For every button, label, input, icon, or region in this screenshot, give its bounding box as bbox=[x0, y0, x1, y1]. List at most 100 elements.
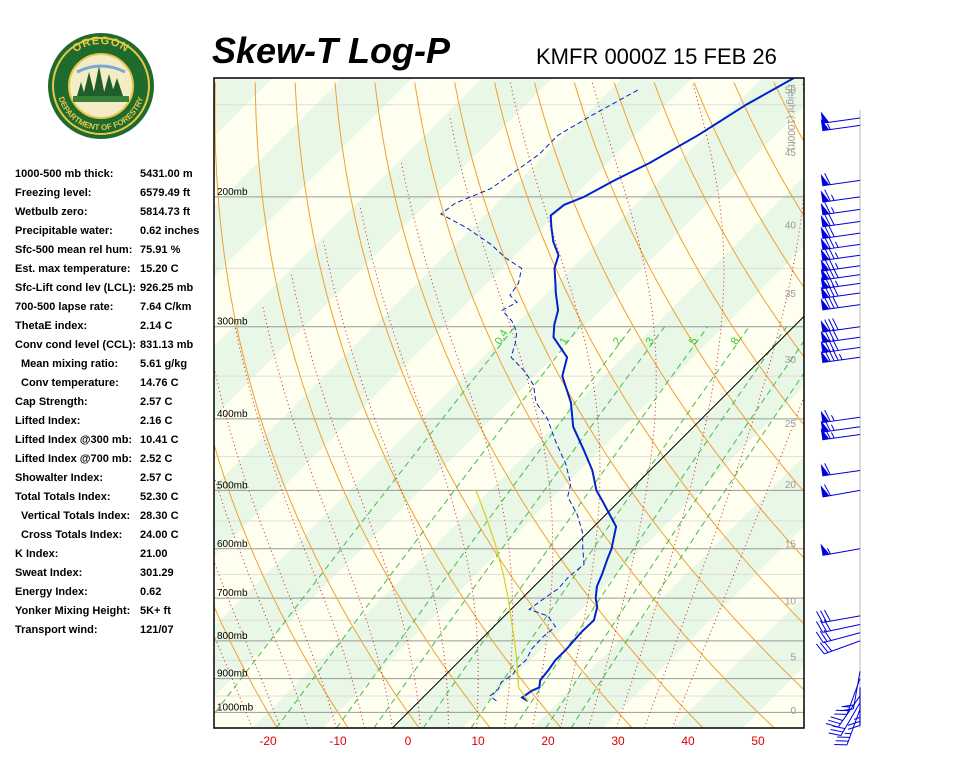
index-value: 0.62 inches bbox=[140, 225, 200, 237]
wind-barb bbox=[825, 695, 861, 728]
x-tick-label: 50 bbox=[751, 734, 765, 748]
barb-staff bbox=[824, 640, 861, 655]
pressure-label: 600mb bbox=[217, 539, 248, 550]
station-time-label: KMFR 0000Z 15 FEB 26 bbox=[536, 44, 777, 69]
wind-barb bbox=[820, 202, 861, 216]
barb-flag bbox=[830, 716, 843, 721]
barb-staff bbox=[822, 416, 861, 424]
barb-half-flag bbox=[834, 241, 839, 248]
index-row: Sfc-Lift cond lev (LCL): 926.25 mb bbox=[15, 282, 215, 301]
barb-pennant bbox=[820, 248, 830, 261]
barb-flag bbox=[824, 463, 831, 475]
index-value: 0.62 bbox=[140, 586, 162, 598]
barb-staff bbox=[822, 304, 861, 311]
mixing-ratio-label: 8 bbox=[729, 336, 742, 347]
barb-flag bbox=[828, 318, 835, 331]
barb-flag bbox=[824, 409, 831, 422]
index-row: Conv temperature: 14.76 C bbox=[15, 377, 215, 396]
barb-flag bbox=[823, 609, 831, 622]
height-tick-label: 50 bbox=[785, 85, 797, 96]
wind-barb bbox=[820, 236, 861, 251]
height-tick-label: 15 bbox=[785, 539, 797, 550]
index-label: ThetaE index: bbox=[15, 320, 88, 332]
index-row: ThetaE index: 2.14 C bbox=[15, 320, 215, 339]
wind-barb bbox=[820, 296, 861, 311]
pressure-label: 1000mb bbox=[217, 702, 254, 713]
barb-pennant bbox=[820, 259, 830, 272]
index-row: Energy Index: 0.62 bbox=[15, 586, 215, 605]
barb-staff bbox=[822, 434, 861, 441]
moist-adiabat bbox=[214, 474, 309, 728]
wind-barb bbox=[820, 419, 861, 433]
barb-flag bbox=[841, 704, 855, 708]
dry-adiabat bbox=[214, 82, 420, 728]
index-row: 1000-500 mb thick: 5431.00 m bbox=[15, 168, 215, 187]
wind-barb bbox=[828, 702, 861, 737]
mixing-ratio-label: 5 bbox=[687, 336, 700, 347]
index-row: Sfc-500 mean rel hum: 75.91 % bbox=[15, 244, 215, 263]
mixing-ratio-label: 1 bbox=[558, 336, 571, 347]
barb-pennant bbox=[820, 202, 830, 215]
index-row: Lifted Index @700 mb: 2.52 C bbox=[15, 453, 215, 472]
barb-staff bbox=[822, 426, 861, 433]
height-tick-label: 10 bbox=[785, 596, 797, 607]
dry-adiabat bbox=[334, 82, 633, 728]
dry-adiabat bbox=[814, 83, 960, 728]
index-value: 10.41 C bbox=[140, 434, 179, 446]
dry-adiabat bbox=[854, 83, 960, 728]
mixing-ratio-line bbox=[570, 372, 804, 728]
index-label: Freezing level: bbox=[15, 187, 92, 199]
barb-half-flag bbox=[838, 353, 843, 360]
isotherm-band bbox=[252, 176, 804, 728]
isotherm-band bbox=[214, 78, 413, 277]
barb-staff bbox=[822, 489, 861, 498]
wind-barb bbox=[820, 409, 861, 424]
moist-adiabat bbox=[615, 82, 725, 728]
barb-staff bbox=[837, 695, 861, 728]
index-label: Cap Strength: bbox=[15, 396, 88, 408]
wind-barb bbox=[820, 543, 861, 556]
barb-staff bbox=[852, 671, 861, 709]
mixing-ratio-line bbox=[214, 326, 516, 715]
dry-adiabat bbox=[494, 82, 804, 625]
barb-flag bbox=[840, 708, 854, 712]
index-value: 926.25 mb bbox=[140, 282, 194, 294]
barb-flag bbox=[824, 297, 831, 310]
barb-flag bbox=[828, 296, 835, 309]
barb-flag bbox=[828, 247, 835, 260]
isotherm-band bbox=[214, 78, 693, 557]
height-tick-label: 20 bbox=[785, 480, 797, 491]
parcel-profile bbox=[475, 490, 529, 702]
index-label: K Index: bbox=[15, 548, 59, 560]
index-row: 700-500 lapse rate: 7.64 C/km bbox=[15, 301, 215, 320]
pressure-label: 200mb bbox=[217, 187, 248, 198]
barb-pennant bbox=[820, 463, 830, 476]
index-row: Precipitable water: 0.62 inches bbox=[15, 225, 215, 244]
index-value: 15.20 C bbox=[140, 263, 179, 275]
index-label: Lifted Index: bbox=[15, 415, 81, 427]
barb-half-flag bbox=[834, 262, 839, 270]
wind-barb bbox=[816, 640, 861, 655]
index-label: Yonker Mixing Height: bbox=[15, 605, 131, 617]
index-value: 2.57 C bbox=[140, 472, 173, 484]
wind-barb bbox=[816, 609, 861, 624]
barb-pennant bbox=[820, 286, 830, 299]
barb-pennant bbox=[820, 330, 830, 343]
index-label: Energy Index: bbox=[15, 586, 88, 598]
barb-half-flag bbox=[834, 280, 839, 287]
barb-flag bbox=[828, 213, 835, 226]
index-label: Sfc-500 mean rel hum: bbox=[15, 244, 133, 256]
index-value: 831.13 mb bbox=[140, 339, 194, 351]
barb-staff bbox=[822, 124, 861, 132]
barb-pennant bbox=[820, 485, 830, 497]
dewpoint-profile bbox=[439, 88, 640, 702]
barb-flag bbox=[832, 318, 839, 331]
wind-barb bbox=[840, 671, 861, 712]
index-label: Lifted Index @300 mb: bbox=[15, 434, 133, 446]
barb-pennant bbox=[820, 226, 830, 239]
logo-ground bbox=[73, 96, 129, 102]
barb-staff bbox=[822, 336, 861, 344]
barb-flag bbox=[823, 484, 831, 496]
logo-trees bbox=[77, 66, 123, 96]
